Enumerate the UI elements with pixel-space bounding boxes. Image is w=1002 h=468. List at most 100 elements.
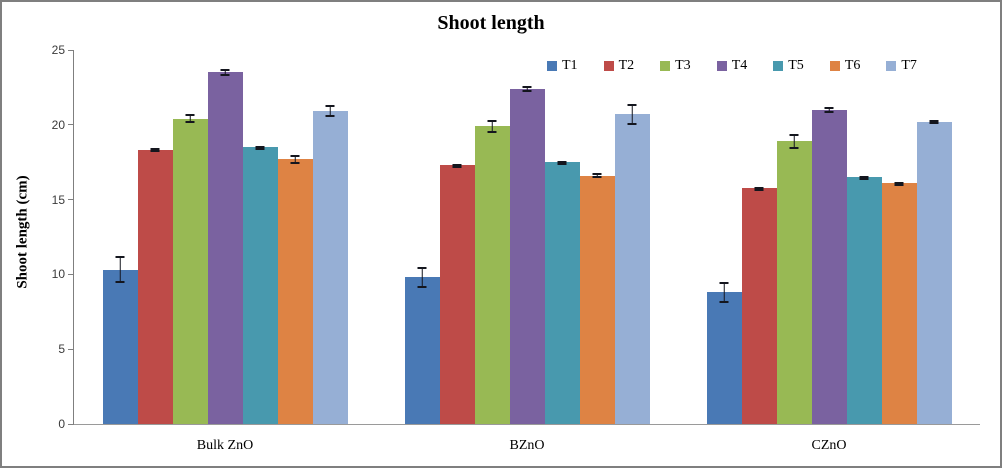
error-bar-T4-Bulk-ZnO [220,68,230,77]
legend-item-T3: T3 [660,58,691,74]
bar-slot [579,50,615,424]
plot-area: Bulk ZnO BZnO CZnO [68,49,980,453]
legend-item-T7: T7 [886,58,917,74]
error-bar-T7-CZnO [929,119,939,125]
legend-label-T5: T5 [788,58,804,73]
bar-T7-Bulk-ZnO [312,111,348,424]
bar-cluster-BZnO [404,50,650,424]
bar-T2-BZnO [439,165,475,424]
bar-T6-Bulk-ZnO [277,159,313,424]
y-tick-label: 10 [51,267,65,282]
legend-label-T3: T3 [675,58,691,73]
y-tick-mark [68,49,74,51]
error-bar-T1-BZnO [417,266,427,288]
error-bar-T2-Bulk-ZnO [150,147,160,153]
error-bar-T4-BZnO [522,85,532,92]
bar-slot [312,50,348,424]
bar-T3-BZnO [474,126,510,424]
bar-slot [741,50,777,424]
bar-slot [614,50,650,424]
y-tick-label: 5 [58,342,65,357]
legend-label-T2: T2 [618,58,635,73]
x-category-label-BZnO: BZnO [509,438,545,453]
legend-label-T6: T6 [844,58,861,73]
legend-item-T2: T2 [603,58,635,74]
y-tick-mark [68,199,74,201]
y-tick-label: 20 [51,117,65,132]
error-bar-T3-BZnO [487,119,497,134]
error-bar-T4-CZnO [824,106,834,113]
bar-slot [439,50,475,424]
y-tick-mark [68,348,74,350]
bar-T1-CZnO [706,292,742,424]
error-bar-T5-Bulk-ZnO [255,145,265,150]
y-tick-mark [68,273,74,275]
error-bar-T3-Bulk-ZnO [185,114,195,124]
error-bar-T3-CZnO [789,133,799,149]
bar-T2-Bulk-ZnO [137,150,173,424]
y-tick-mark [68,423,74,425]
legend-item-T5: T5 [773,58,804,74]
bar-slot [509,50,545,424]
legend-swatch-T2 [603,61,614,71]
bar-T4-CZnO [811,109,847,424]
y-tick-mark [68,124,74,126]
error-bar-T7-BZnO [627,103,637,125]
legend-label-T1: T1 [562,58,578,73]
error-bar-T1-Bulk-ZnO [115,256,125,284]
y-tick-label: 15 [51,192,65,207]
bar-T1-Bulk-ZnO [102,269,138,424]
bar-slot [404,50,440,424]
bar-T7-BZnO [614,114,650,424]
bar-T7-CZnO [916,121,952,424]
error-bar-T5-BZnO [557,160,567,165]
error-bar-T6-BZnO [592,173,602,178]
legend-swatch-T6 [829,61,840,71]
bar-slot [474,50,510,424]
legend-swatch-T5 [773,61,784,71]
x-category-label-CZnO: CZnO [811,438,847,453]
chart-title: Shoot length [437,12,545,34]
bar-T4-Bulk-ZnO [207,72,243,424]
error-bar-T6-CZnO [894,182,904,187]
bar-slot [172,50,208,424]
bar-slot [881,50,917,424]
bar-slot [242,50,278,424]
bar-cluster-Bulk-ZnO [102,50,348,424]
y-tick-label: 25 [51,43,65,57]
bar-T3-CZnO [776,141,812,424]
legend-item-T1: T1 [547,58,578,74]
bar-slot [137,50,173,424]
legend-swatch-T4 [716,61,727,71]
bar-slot [706,50,742,424]
bar-slot [916,50,952,424]
error-bar-T2-BZnO [452,163,462,168]
bar-T6-BZnO [579,175,615,424]
bar-slot [811,50,847,424]
error-bar-T6-Bulk-ZnO [290,154,300,164]
error-bar-T7-Bulk-ZnO [325,105,335,118]
bar-T1-BZnO [404,277,440,424]
bar-T5-CZnO [846,177,882,424]
legend-swatch-T7 [886,61,897,71]
bar-T3-Bulk-ZnO [172,118,208,424]
bar-T6-CZnO [881,183,917,424]
legend-swatch-T3 [660,61,671,71]
bar-T2-CZnO [741,187,777,424]
legend-item-T4: T4 [716,58,748,74]
y-axis-title: Shoot length (cm) [14,175,31,289]
bar-T4-BZnO [509,88,545,424]
bar-T5-Bulk-ZnO [242,147,278,424]
bar-slot [277,50,313,424]
error-bar-T1-CZnO [719,281,729,303]
bar-slot [846,50,882,424]
y-tick-label: 0 [58,417,65,431]
error-bar-T2-CZnO [754,186,764,191]
legend-label-T7: T7 [901,58,917,73]
legend-item-T6: T6 [829,58,861,74]
bar-slot [544,50,580,424]
bar-slot [102,50,138,424]
legend-label-T4: T4 [731,58,748,73]
bar-slot [207,50,243,424]
